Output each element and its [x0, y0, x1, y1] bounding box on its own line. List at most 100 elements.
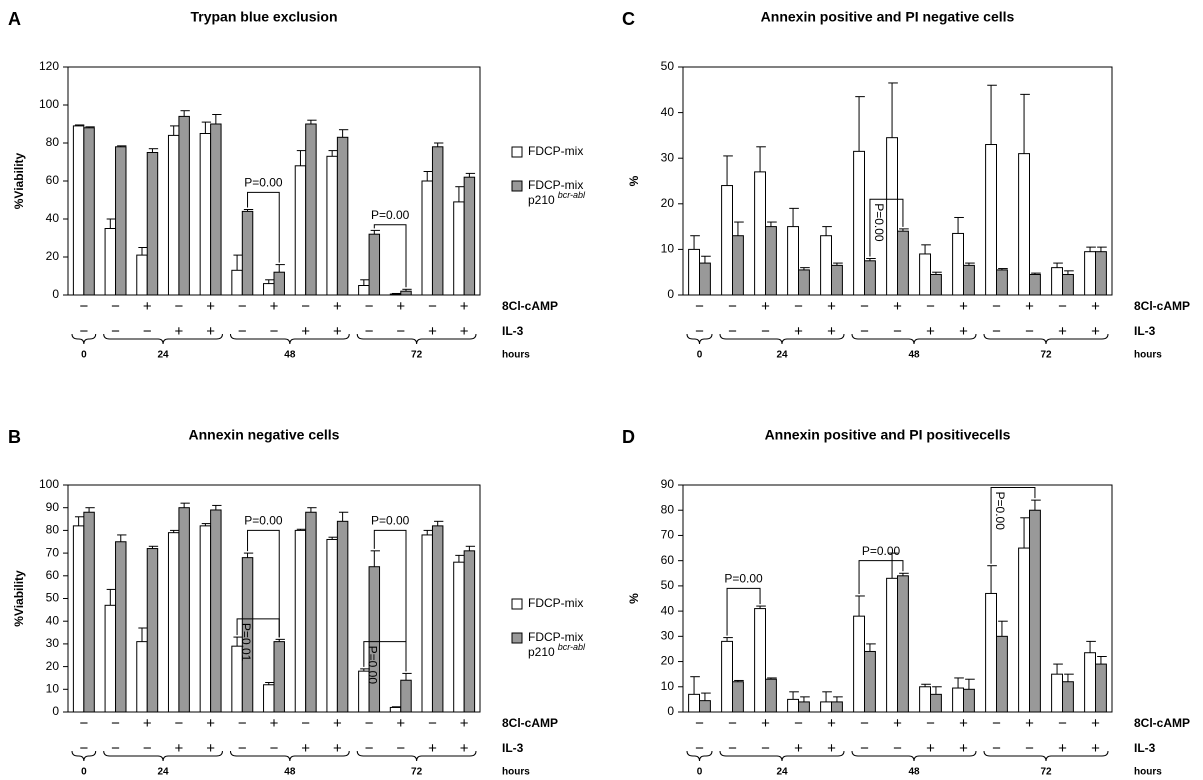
- legend-label-line2: p210 bcr-abl: [528, 190, 586, 207]
- bar: [1051, 673, 1063, 713]
- p-value: P=0.00: [862, 544, 901, 558]
- y-tick-label: 40: [46, 211, 60, 225]
- error-bar: [1064, 270, 1074, 275]
- condition-sign: +: [396, 298, 405, 315]
- hour-brace: [851, 750, 977, 762]
- error-bar: [74, 124, 85, 126]
- bar: [699, 262, 711, 296]
- error-bar: [1020, 517, 1030, 549]
- y-tick-label: 50: [46, 591, 60, 605]
- condition-sign: +: [794, 740, 803, 757]
- significance-bracket: [363, 641, 407, 672]
- legend-swatch: [511, 598, 523, 610]
- condition-sign: +: [1025, 715, 1034, 732]
- error-bar: [767, 677, 777, 680]
- bar: [996, 269, 1008, 296]
- condition-sign: +: [1091, 715, 1100, 732]
- condition-sign: −: [79, 715, 88, 732]
- error-bar: [1086, 246, 1096, 252]
- error-bar: [370, 550, 380, 567]
- error-bar: [690, 676, 700, 695]
- error-bar: [866, 643, 876, 652]
- y-tick-label: 30: [661, 150, 675, 164]
- error-bar: [338, 129, 349, 138]
- bar: [368, 566, 381, 713]
- error-bar: [465, 172, 476, 178]
- condition-sign: +: [206, 298, 215, 315]
- bar: [294, 529, 307, 713]
- chart-title: Annexin negative cells: [189, 427, 340, 443]
- error-bar: [85, 126, 95, 128]
- error-bar: [307, 119, 317, 124]
- bar: [853, 150, 865, 296]
- condition-sign: +: [1058, 740, 1067, 757]
- bar: [83, 127, 95, 296]
- panel-letter: B: [8, 427, 21, 447]
- condition-sign: +: [893, 715, 902, 732]
- hour-brace: [719, 333, 845, 345]
- error-bar: [701, 255, 711, 264]
- error-bar: [212, 504, 222, 510]
- y-tick-label: 0: [52, 704, 59, 718]
- hours-label: hours: [502, 767, 530, 778]
- condition-sign: −: [175, 298, 184, 315]
- bar: [919, 686, 931, 713]
- condition-sign: +: [301, 323, 310, 340]
- condition-sign: −: [396, 740, 405, 757]
- condition-sign: +: [396, 715, 405, 732]
- error-bar: [1064, 673, 1074, 682]
- error-bar: [275, 264, 285, 273]
- error-bar: [148, 545, 159, 549]
- bar: [688, 248, 700, 296]
- condition-sign: −: [1058, 298, 1067, 315]
- significance-bracket: [236, 618, 280, 638]
- error-bar: [296, 150, 307, 166]
- p-value: P=0.00: [872, 203, 886, 242]
- plot-frame: [67, 484, 481, 713]
- bar: [463, 176, 476, 296]
- condition-sign: −: [238, 715, 247, 732]
- y-tick-label: 40: [661, 603, 675, 617]
- error-bar: [180, 110, 190, 117]
- bar: [305, 123, 317, 296]
- condition-sign: −: [992, 740, 1001, 757]
- condition-sign: −: [79, 740, 88, 757]
- hour-label: 24: [158, 350, 170, 361]
- condition-sign: −: [270, 323, 279, 340]
- condition-sign: −: [365, 715, 374, 732]
- y-tick-label: 100: [39, 477, 59, 491]
- bar: [72, 525, 85, 713]
- error-bar: [455, 554, 465, 563]
- condition-sign: −: [270, 740, 279, 757]
- plot-frame: [682, 66, 1113, 296]
- error-bar: [391, 706, 402, 708]
- condition-sign: −: [992, 298, 1001, 315]
- hour-brace: [71, 333, 97, 345]
- y-axis-label: %: [627, 593, 641, 604]
- bar: [699, 700, 711, 713]
- y-tick-label: 90: [661, 477, 675, 491]
- error-bar: [822, 226, 832, 236]
- legend-label: FDCP-mix: [528, 178, 583, 192]
- bar: [178, 507, 190, 713]
- condition-sign: +: [926, 740, 935, 757]
- p-value: P=0.01: [239, 623, 253, 662]
- bar: [886, 577, 898, 713]
- condition-sign: +: [333, 323, 342, 340]
- error-bar: [360, 668, 370, 672]
- condition-sign: +: [1091, 323, 1100, 340]
- legend-label-sup: bcr-abl: [558, 190, 586, 200]
- condition-sign: +: [1091, 740, 1100, 757]
- bar: [820, 235, 832, 296]
- error-bar: [734, 679, 744, 682]
- bar: [732, 681, 744, 713]
- chart-title: Annexin positive and PI positivecells: [765, 427, 1011, 443]
- bar: [798, 701, 810, 713]
- hour-brace: [719, 750, 845, 762]
- bar: [431, 146, 444, 296]
- error-bar: [888, 552, 898, 579]
- error-bar: [201, 121, 212, 134]
- legend-swatch: [511, 632, 523, 644]
- significance-bracket: [373, 224, 407, 288]
- significance-bracket: [726, 587, 761, 636]
